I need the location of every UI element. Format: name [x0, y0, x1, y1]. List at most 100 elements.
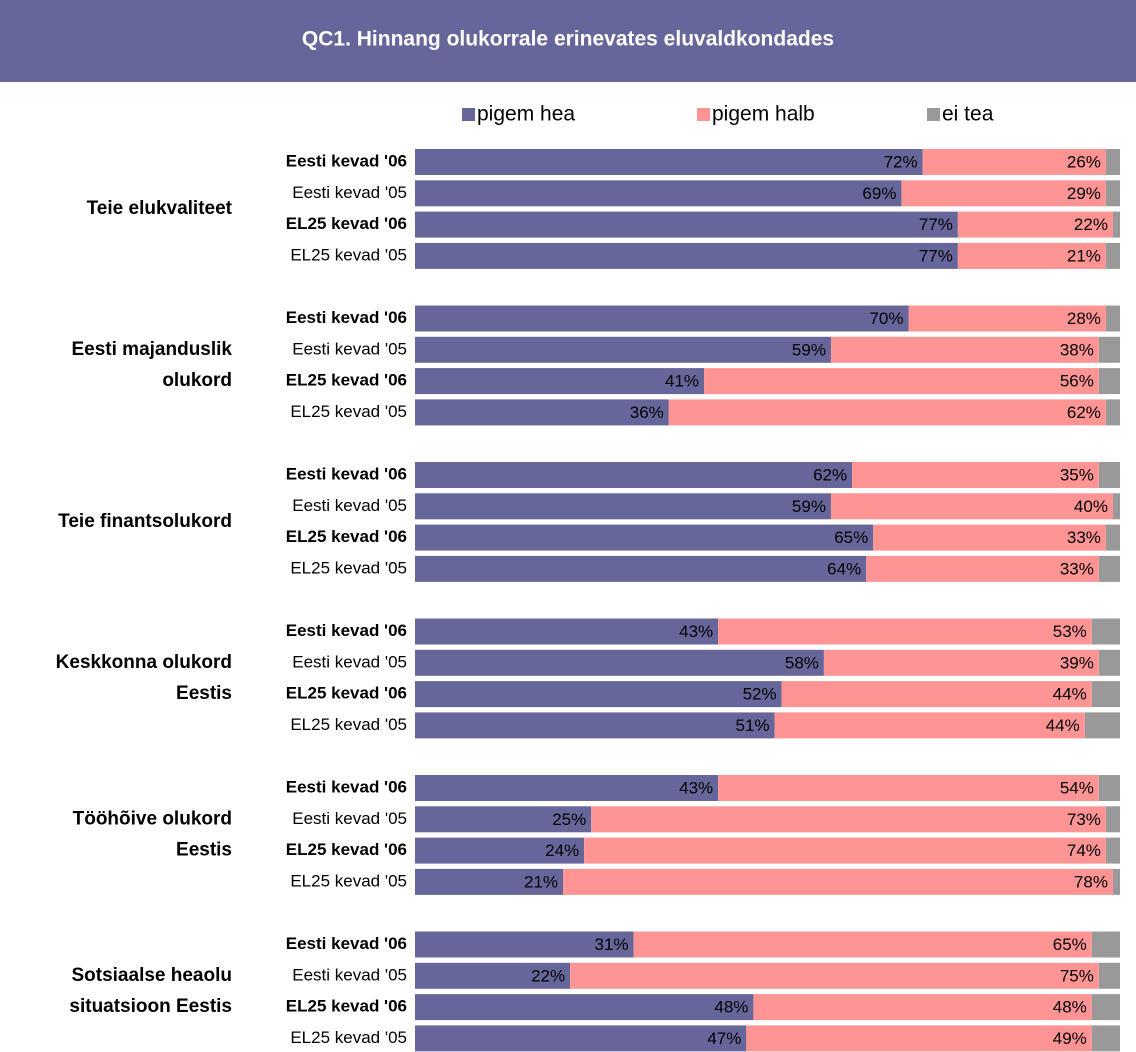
value-label: 36% — [630, 403, 664, 422]
bar-segment — [852, 462, 1099, 488]
value-label: 25% — [552, 810, 586, 829]
value-label: 21% — [524, 872, 558, 891]
value-label: 35% — [1060, 465, 1094, 484]
row-label: Eesti kevad '05 — [292, 339, 407, 358]
bar-segment — [830, 493, 1113, 520]
bar-segment — [1091, 994, 1120, 1021]
row-label: EL25 kevad '05 — [290, 245, 407, 264]
bar-segment — [1098, 649, 1120, 676]
row-label: EL25 kevad '06 — [286, 840, 407, 859]
value-label: 48% — [1053, 998, 1087, 1017]
value-label: 33% — [1060, 559, 1094, 578]
legend-swatch — [927, 108, 940, 121]
value-label: 59% — [792, 497, 826, 516]
bar-segment — [415, 806, 592, 833]
bar-segment — [1091, 1025, 1120, 1052]
group-label: Tööhõive olukord — [73, 808, 232, 829]
group-label: situatsioon Eestis — [69, 996, 232, 1017]
bar-segment — [415, 649, 824, 676]
row-label: Eesti kevad '06 — [286, 308, 407, 327]
value-label: 53% — [1053, 622, 1087, 641]
legend-swatch — [697, 108, 710, 121]
row-label: EL25 kevad '05 — [290, 402, 407, 421]
bar-segment — [1105, 806, 1120, 833]
bar-segment — [1105, 149, 1120, 175]
bar-segment — [415, 462, 853, 488]
value-label: 65% — [834, 528, 868, 547]
bar-segment — [591, 806, 1106, 833]
bar-segment — [415, 493, 831, 520]
row-label: EL25 kevad '05 — [290, 558, 407, 577]
legend-label: pigem hea — [477, 103, 575, 126]
bar-segment — [584, 837, 1106, 864]
value-label: 40% — [1074, 497, 1108, 516]
row-label: EL25 kevad '06 — [286, 997, 407, 1016]
bar-segment — [1098, 336, 1120, 363]
bar-segment — [1098, 962, 1120, 989]
legend-swatch — [462, 108, 475, 121]
bar-segment — [415, 305, 909, 332]
row-label: EL25 kevad '06 — [286, 527, 407, 546]
bar-segment — [746, 1025, 1092, 1052]
value-label: 43% — [679, 622, 713, 641]
bar-segment — [704, 368, 1099, 395]
bar-segment — [1084, 712, 1120, 739]
value-label: 31% — [595, 935, 629, 954]
value-label: 38% — [1060, 340, 1094, 359]
bar-segment — [415, 149, 923, 175]
bar-segment — [1112, 211, 1120, 238]
value-label: 56% — [1060, 372, 1094, 391]
bar-segment — [415, 681, 782, 708]
bar-segment — [633, 931, 1092, 958]
value-label: 44% — [1046, 716, 1080, 735]
bar-segment — [415, 368, 705, 395]
row-label: Eesti kevad '06 — [286, 464, 407, 483]
bar-segment — [908, 305, 1106, 332]
bar-segment — [415, 931, 634, 958]
row-label: Eesti kevad '05 — [292, 496, 407, 515]
value-label: 49% — [1053, 1029, 1087, 1048]
value-label: 41% — [665, 372, 699, 391]
bar-segment — [1098, 462, 1120, 488]
bar-segment — [415, 336, 831, 363]
row-label: Eesti kevad '05 — [292, 652, 407, 671]
bar-segment — [1098, 555, 1120, 582]
bar-segment — [1098, 368, 1120, 395]
bar-segment — [957, 242, 1106, 269]
bar-segment — [415, 962, 571, 989]
value-label: 43% — [679, 778, 713, 797]
value-label: 51% — [736, 716, 770, 735]
row-label: Eesti kevad '05 — [292, 809, 407, 828]
value-label: 44% — [1053, 685, 1087, 704]
bar-segment — [1105, 242, 1120, 269]
bar-segment — [415, 211, 958, 238]
bar-segment — [1112, 493, 1120, 520]
row-label: EL25 kevad '05 — [290, 715, 407, 734]
bar-segment — [1105, 524, 1120, 551]
group-label: Eestis — [176, 683, 232, 704]
value-label: 29% — [1067, 184, 1101, 203]
bar-segment — [1105, 837, 1120, 864]
bar-segment — [415, 242, 958, 269]
group-label: Sotsiaalse heaolu — [71, 965, 232, 986]
bar-segment — [718, 775, 1099, 801]
row-label: Eesti kevad '06 — [286, 151, 407, 170]
value-label: 52% — [743, 685, 777, 704]
bar-segment — [957, 211, 1113, 238]
value-label: 69% — [862, 184, 896, 203]
chart-title: QC1. Hinnang olukorrale erinevates eluva… — [302, 28, 834, 51]
value-label: 62% — [813, 465, 847, 484]
bar-segment — [1091, 681, 1120, 708]
value-label: 77% — [919, 215, 953, 234]
value-label: 22% — [531, 966, 565, 985]
value-label: 75% — [1060, 966, 1094, 985]
group-label: Keskkonna olukord — [56, 652, 232, 673]
value-label: 78% — [1074, 872, 1108, 891]
value-label: 65% — [1053, 935, 1087, 954]
value-label: 28% — [1067, 309, 1101, 328]
bar-segment — [415, 712, 775, 739]
bar-segment — [563, 868, 1113, 895]
row-label: Eesti kevad '06 — [286, 934, 407, 953]
value-label: 77% — [919, 246, 953, 265]
row-label: Eesti kevad '05 — [292, 183, 407, 202]
